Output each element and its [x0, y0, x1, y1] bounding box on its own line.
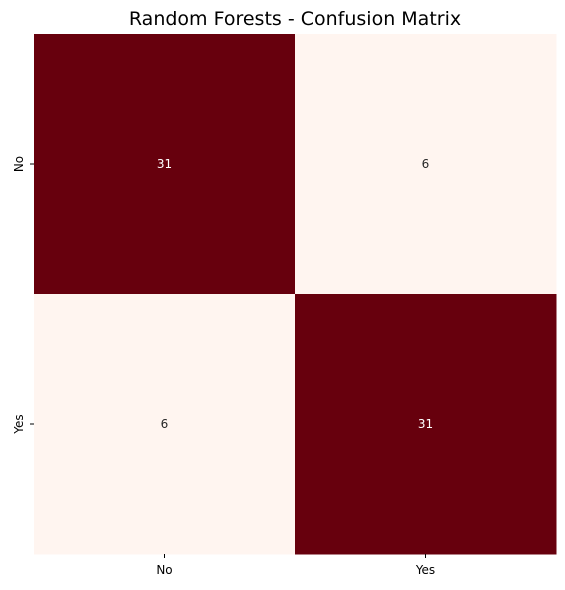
chart-title: Random Forests - Confusion Matrix: [129, 8, 461, 30]
x-tick-label: No: [156, 563, 172, 577]
heatmap-cell-yes-no: [34, 294, 296, 555]
y-tick-label: Yes: [12, 414, 26, 434]
cell-annotations: 31 6 6 31: [157, 157, 433, 431]
y-axis: No Yes: [12, 156, 34, 435]
x-tick-label: Yes: [415, 563, 435, 577]
cell-value-label: 31: [157, 157, 172, 171]
y-tick-label: No: [12, 156, 26, 172]
heatmap-cells: [34, 34, 557, 555]
cell-value-label: 6: [161, 417, 169, 431]
cell-value-label: 31: [418, 417, 433, 431]
x-axis: No Yes: [156, 554, 435, 577]
cell-value-label: 6: [422, 157, 430, 171]
heatmap-cell-yes-yes: [295, 294, 557, 555]
heatmap-cell-no-yes: [295, 34, 557, 295]
heatmap-cell-no-no: [34, 34, 296, 295]
